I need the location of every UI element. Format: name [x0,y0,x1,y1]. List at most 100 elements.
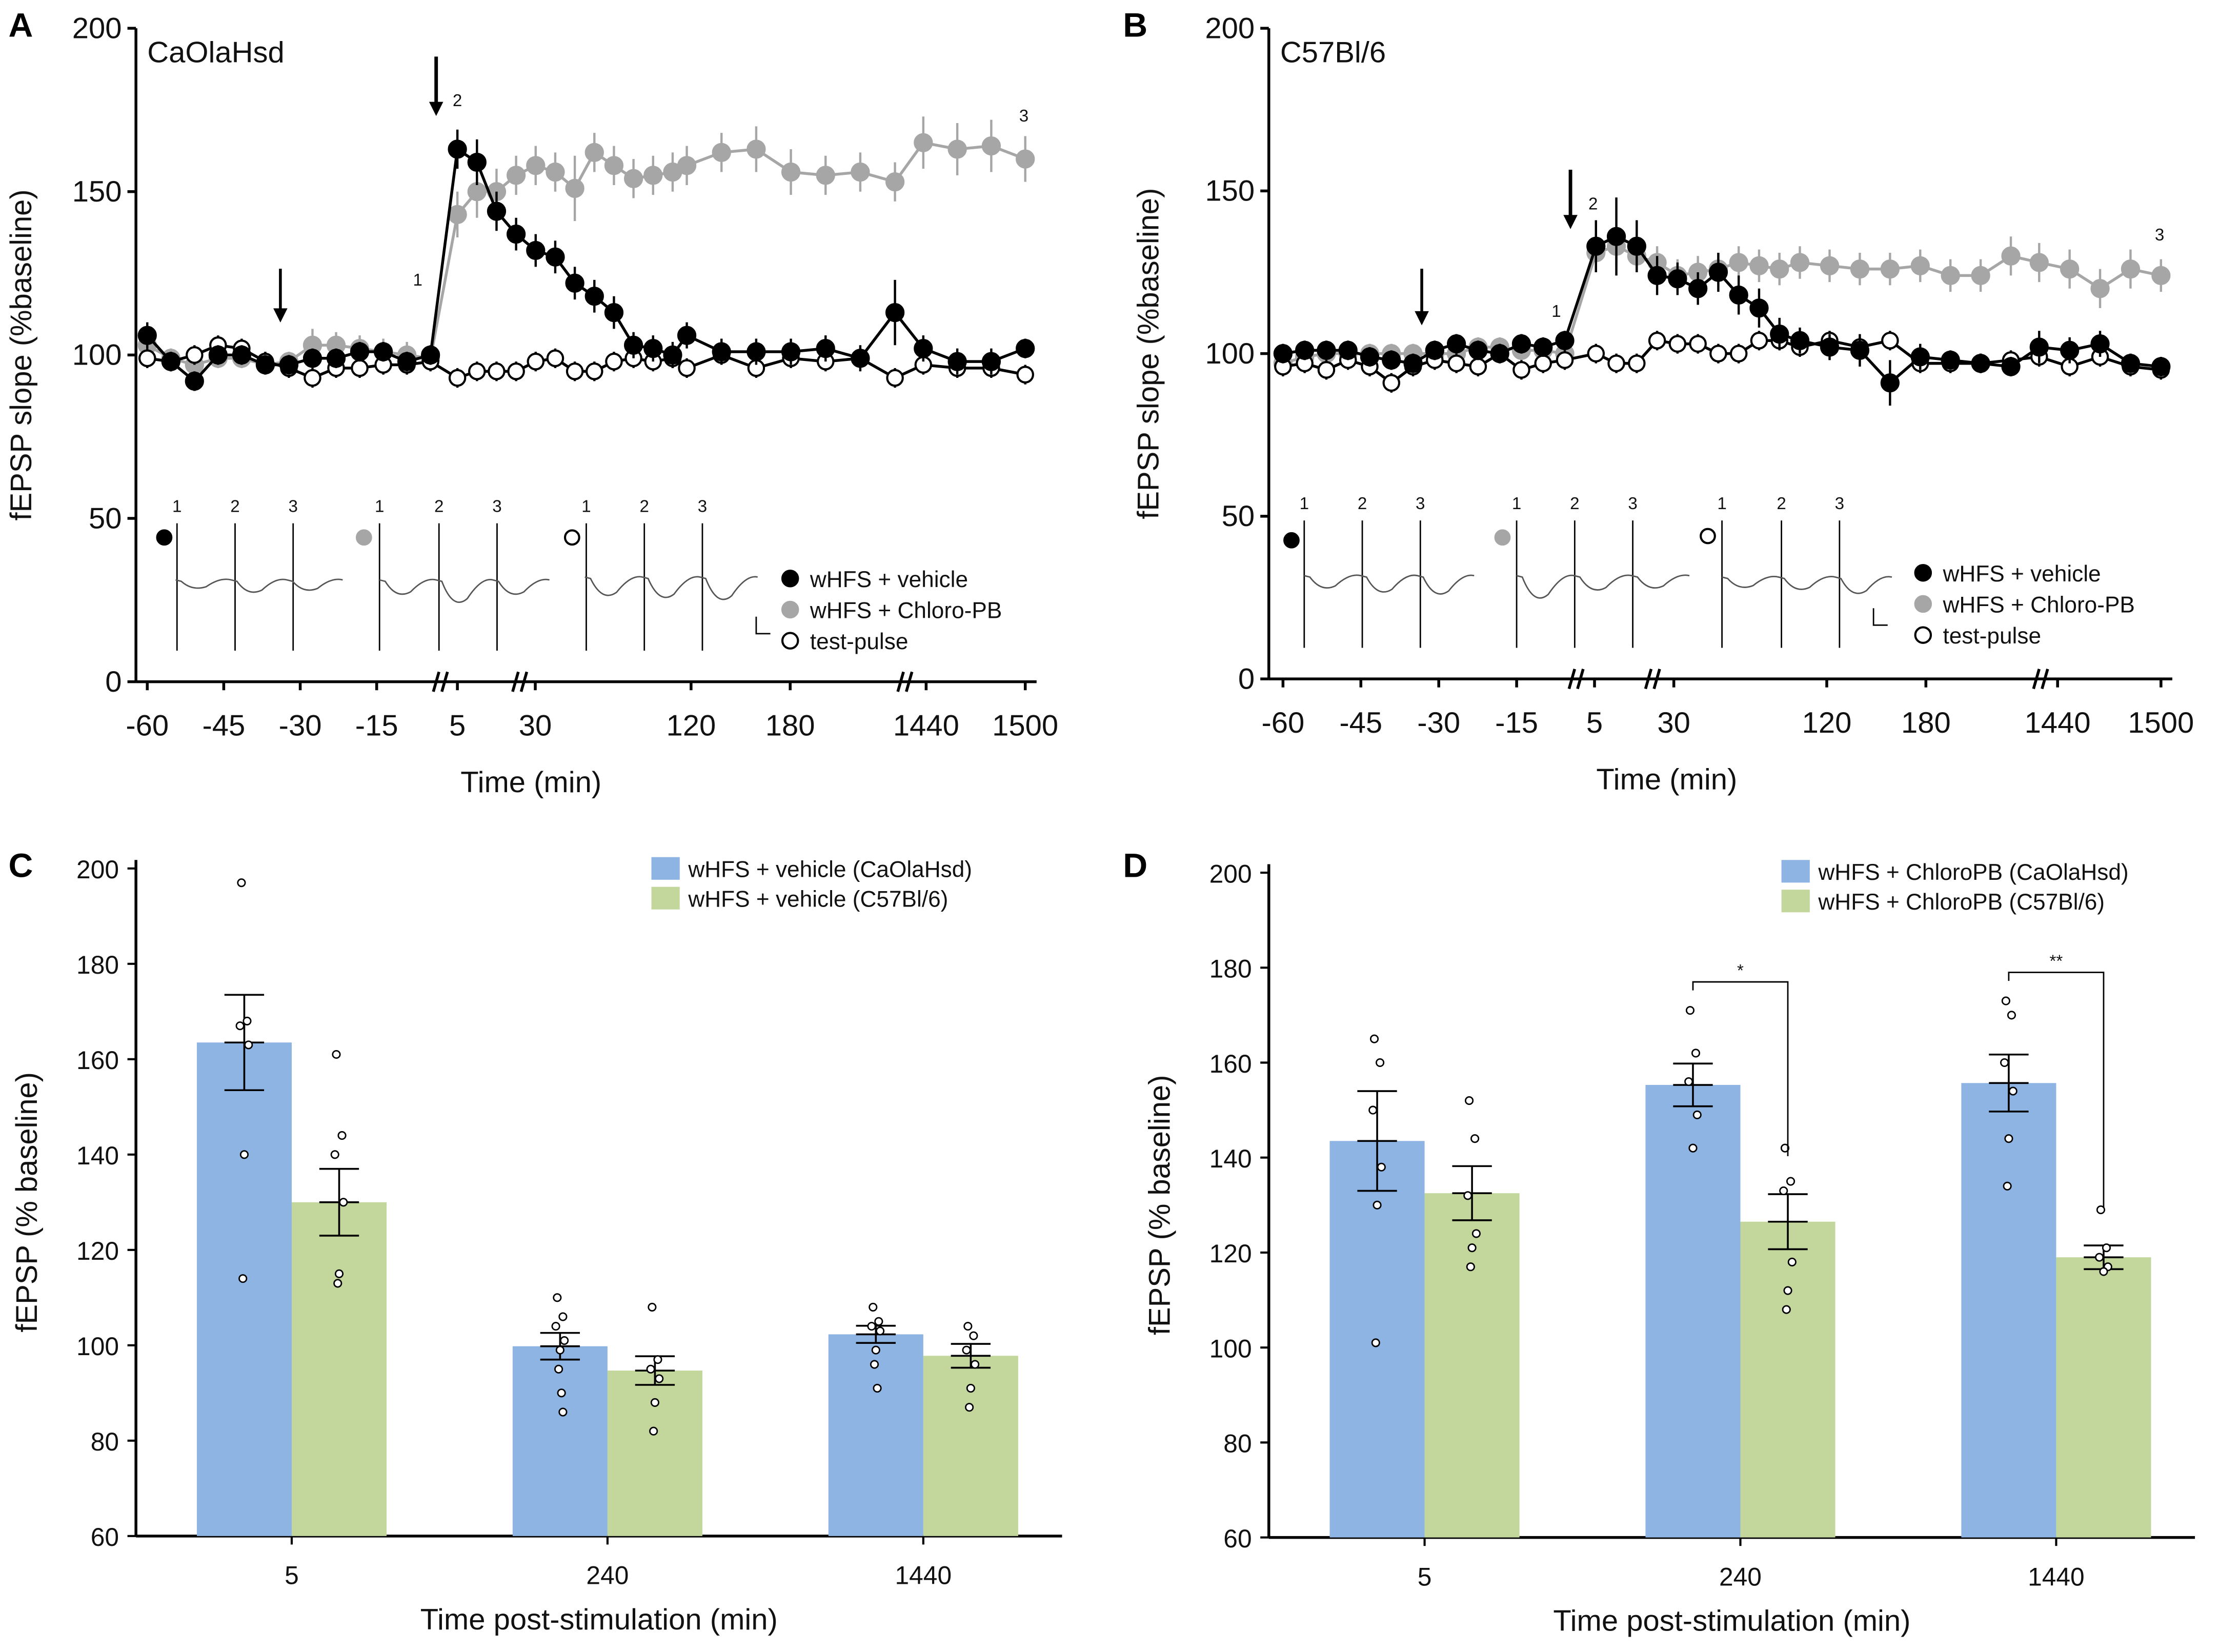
individual-point [553,1293,562,1302]
data-point [467,182,487,202]
individual-point [1466,1262,1475,1272]
data-point [1627,236,1646,256]
data-point [677,326,697,345]
data-point [1403,354,1423,373]
data-point [1941,350,1960,370]
data-point [885,172,905,192]
data-point [1881,332,1899,350]
data-point [947,352,967,371]
individual-point [330,1150,339,1159]
data-point [1317,361,1336,379]
data-point [781,342,801,361]
data-point [1534,337,1553,357]
data-point [1016,339,1035,358]
data-point [526,156,546,175]
individual-point [2007,1011,2016,1020]
axis-break [511,671,520,692]
data-point [816,339,835,358]
x-axis-label: Time post-stimulation (min) [1553,1605,1910,1638]
data-point [712,342,731,361]
data-point [546,349,564,368]
legend-swatch [1781,890,1810,913]
data-point [947,139,967,159]
data-point [1469,357,1487,376]
data-point [605,352,623,371]
bar [196,1042,292,1536]
axis-break [905,671,914,692]
data-point [1709,345,1727,362]
individual-point [1688,1143,1698,1153]
fepsp-trace [379,578,550,603]
individual-point [1373,1200,1382,1210]
inset-label: 1 [172,497,181,516]
data-point [2090,279,2110,298]
individual-point [876,1326,885,1336]
x-tick-label: 1500 [992,710,1058,742]
inset-label: 2 [1777,494,1786,513]
legend-label: wHFS + vehicle [1942,561,2101,587]
arrow-head [1415,311,1429,326]
data-point [663,345,682,365]
data-point [421,345,440,365]
data-point [137,326,157,345]
individual-point [560,1336,569,1345]
data-point [506,166,526,185]
y-tick-label: 80 [91,1427,119,1456]
individual-point [874,1317,883,1326]
data-point [914,339,933,358]
individual-point [243,1016,252,1025]
individual-point [2004,1134,2013,1143]
axis-break [896,671,905,692]
legend-marker [781,570,799,588]
individual-point [558,1407,568,1417]
inset-label: 1 [1300,494,1309,513]
data-point [1338,340,1358,360]
individual-point [646,1364,655,1374]
data-point [1295,340,1315,360]
data-point [1648,332,1666,350]
data-point [623,335,643,355]
data-point [643,166,663,185]
data-point [1317,340,1336,360]
scale-bar [1872,608,1888,626]
y-tick-label: 180 [1209,955,1252,983]
data-point [981,136,1001,156]
point-label: 1 [1551,302,1561,321]
y-tick-label: 80 [1223,1429,1252,1458]
legend-label: test-pulse [810,629,909,654]
individual-point [332,1050,341,1059]
inset-label: 1 [1512,494,1521,513]
individual-point [1368,1105,1378,1115]
y-tick-label: 100 [72,339,122,372]
data-point [507,362,525,380]
inset-label: 1 [1717,494,1726,513]
arrow-head [1563,215,1578,229]
individual-point [870,1360,879,1369]
data-point [1820,337,1840,357]
bar [291,1202,387,1536]
y-tick-label: 50 [89,502,122,535]
inset-label: 2 [230,497,239,516]
y-tick-label: 100 [76,1332,119,1361]
individual-point [2003,1181,2012,1191]
data-point [138,349,156,368]
individual-point [238,1274,248,1283]
series-0 [1273,197,2171,406]
data-point [885,303,905,323]
inset-marker [1700,528,1716,545]
data-point [1770,324,1789,344]
data-point [1606,227,1626,246]
individual-point [962,1345,971,1355]
individual-point [2095,1253,2104,1262]
data-point [302,349,322,368]
data-point [1446,334,1466,354]
individual-point [2000,1058,2009,1067]
series-1 [137,116,1035,375]
x-tick-label: -30 [1417,707,1460,739]
data-point [1729,253,1748,272]
data-point [1910,347,1930,367]
x-axis-label: Time (min) [460,766,601,799]
y-tick-label: 200 [72,12,122,45]
data-point [186,346,204,364]
legend-swatch [1781,860,1810,883]
